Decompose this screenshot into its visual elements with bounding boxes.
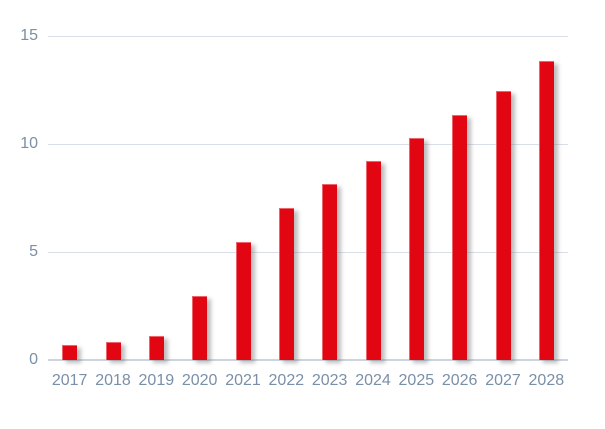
x-tick-label-2028: 2028 — [528, 372, 565, 389]
x-tick-label-2020: 2020 — [181, 372, 218, 389]
bar-2025 — [408, 137, 424, 360]
x-tick-label-2026: 2026 — [441, 372, 478, 389]
x-tick-label-2023: 2023 — [311, 372, 348, 389]
x-tick-label-2021: 2021 — [225, 372, 261, 389]
y-tick-label-15: 15 — [20, 27, 38, 44]
bar-2022 — [278, 207, 294, 360]
gridline-15 — [48, 36, 568, 37]
x-tick-label-2017: 2017 — [51, 372, 88, 389]
x-tick-label-2025: 2025 — [398, 372, 435, 389]
bar-2026 — [452, 114, 468, 360]
bar-2024 — [365, 161, 381, 360]
bar-2020 — [192, 296, 208, 360]
x-tick-label-2027: 2027 — [485, 372, 521, 389]
y-tick-label-10: 10 — [20, 135, 38, 152]
bar-2027 — [495, 91, 511, 360]
bar-2021 — [235, 242, 251, 360]
bar-2019 — [148, 336, 164, 360]
bar-2023 — [322, 183, 338, 360]
x-tick-label-2024: 2024 — [355, 372, 391, 389]
bar-2017 — [62, 344, 78, 360]
y-tick-label-5: 5 — [29, 243, 38, 260]
x-tick-label-2022: 2022 — [268, 372, 305, 389]
x-tick-label-2019: 2019 — [138, 372, 175, 389]
gridline-10 — [48, 144, 568, 145]
bar-2018 — [105, 341, 121, 360]
bar-2028 — [538, 60, 554, 360]
x-tick-label-2018: 2018 — [95, 372, 131, 389]
gridline-0 — [48, 359, 568, 361]
gridline-5 — [48, 252, 568, 253]
y-tick-label-0: 0 — [29, 351, 38, 368]
